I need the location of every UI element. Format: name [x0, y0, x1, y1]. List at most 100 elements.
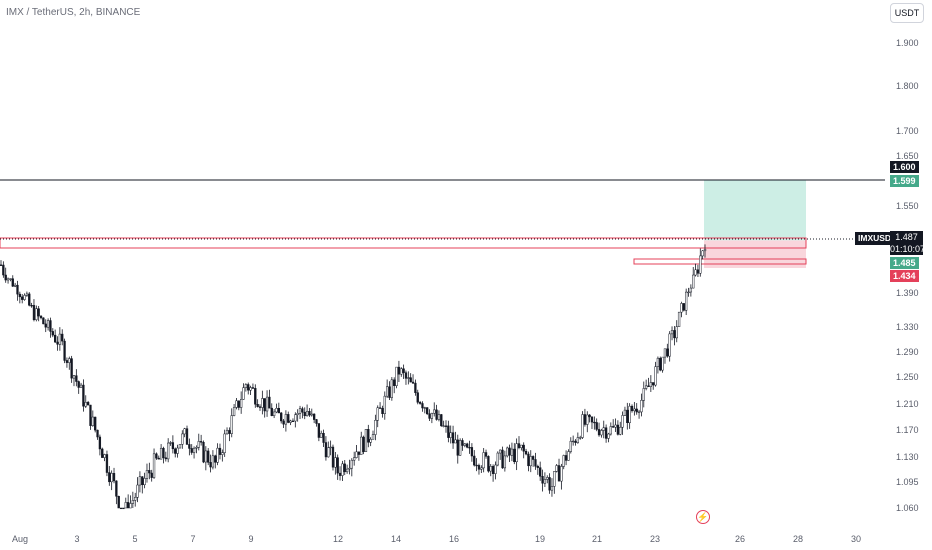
- candle-body: [216, 447, 219, 463]
- candle-body: [207, 450, 210, 463]
- candle-body: [652, 382, 655, 386]
- candle-body: [696, 269, 700, 274]
- candle-body: [491, 466, 495, 474]
- candle-body: [254, 388, 257, 405]
- candle-body: [30, 305, 33, 307]
- candle-body: [437, 414, 441, 420]
- candle-body: [25, 293, 29, 296]
- candle-body: [183, 428, 186, 435]
- candle-body: [682, 303, 685, 311]
- currency-button[interactable]: USDT: [890, 3, 924, 23]
- candle-body: [600, 430, 603, 436]
- profit-zone: [704, 180, 806, 241]
- candle-body: [272, 411, 276, 416]
- candle-body: [668, 333, 671, 357]
- candle-body: [404, 372, 408, 379]
- candle-body: [477, 465, 481, 470]
- candle-body: [249, 387, 252, 391]
- candle-body: [626, 409, 629, 424]
- time-tick-label: 30: [851, 534, 861, 544]
- candle-body: [308, 411, 311, 416]
- candle-body: [475, 464, 478, 467]
- candle-body: [444, 425, 448, 427]
- candle-body: [345, 468, 349, 473]
- candle-body: [65, 360, 69, 363]
- candle-body: [390, 379, 393, 398]
- flash-icon[interactable]: ⚡: [696, 510, 710, 524]
- candle-body: [284, 414, 288, 425]
- candle-body: [70, 358, 73, 379]
- candle-body: [129, 503, 132, 509]
- candle-body: [315, 419, 318, 424]
- candle-body: [294, 414, 297, 422]
- candle-body: [395, 366, 398, 386]
- symbol-badge: IMXUSDT: [855, 232, 900, 245]
- candle-body: [701, 250, 704, 257]
- time-tick-label: 9: [248, 534, 253, 544]
- chart-title: IMX / TetherUS, 2h, BINANCE: [6, 7, 141, 18]
- candle-body: [371, 434, 375, 440]
- candle-body: [520, 444, 523, 448]
- candle-body: [178, 444, 182, 449]
- price-tick-label: 1.800: [896, 81, 919, 91]
- candle-body: [364, 429, 368, 452]
- candle-body: [468, 447, 471, 449]
- candle-body: [49, 320, 52, 332]
- candle-body: [122, 507, 125, 510]
- candle-body: [157, 457, 160, 460]
- candle-body: [61, 333, 64, 342]
- candle-body: [583, 414, 587, 425]
- take-profit-badge: 1.599: [890, 175, 919, 187]
- candle-body: [383, 395, 386, 414]
- candle-body: [449, 432, 452, 438]
- candle-body: [614, 424, 617, 428]
- candle-body: [529, 456, 532, 467]
- candle-body: [543, 479, 547, 484]
- candle-body: [108, 472, 111, 483]
- entry-zone: [633, 258, 807, 265]
- candle-body: [388, 386, 391, 398]
- candle-body: [185, 428, 189, 445]
- price-tick-label: 1.170: [896, 425, 919, 435]
- candle-body: [348, 467, 351, 470]
- candle-body: [289, 420, 292, 423]
- candle-body: [197, 441, 200, 448]
- candle-body: [96, 429, 99, 438]
- candle-body: [105, 454, 109, 473]
- candle-body: [56, 341, 59, 345]
- candle-body: [110, 473, 113, 483]
- candle-body: [214, 455, 217, 463]
- candle-body: [313, 413, 316, 420]
- candle-body: [659, 357, 662, 371]
- candle-body: [63, 340, 66, 361]
- candle-body: [148, 470, 151, 474]
- candle-body: [287, 414, 290, 423]
- candle-body: [656, 357, 660, 367]
- candle-body: [11, 278, 14, 287]
- candle-body: [338, 472, 342, 476]
- candle-body: [597, 429, 601, 436]
- candle-body: [247, 384, 250, 391]
- candle-body: [244, 384, 248, 388]
- last-price-box: 1.487 01:10:07: [890, 231, 925, 255]
- candle-body: [397, 366, 401, 375]
- candle-body: [663, 348, 667, 358]
- candle-body: [586, 414, 589, 425]
- candle-body: [642, 388, 645, 401]
- candle-body: [16, 284, 19, 295]
- candle-body: [489, 466, 492, 472]
- candle-body: [508, 447, 511, 456]
- candle-body: [428, 413, 431, 419]
- candle-body: [496, 452, 499, 466]
- candle-body: [451, 432, 455, 444]
- time-tick-label: 21: [592, 534, 602, 544]
- candle-body: [28, 293, 31, 306]
- candle-body: [602, 427, 605, 431]
- candle-body: [4, 274, 7, 281]
- candle-body: [327, 447, 330, 458]
- candle-body: [480, 467, 483, 470]
- candle-body: [0, 264, 3, 266]
- candle-body: [265, 396, 269, 412]
- candle-body: [195, 447, 198, 449]
